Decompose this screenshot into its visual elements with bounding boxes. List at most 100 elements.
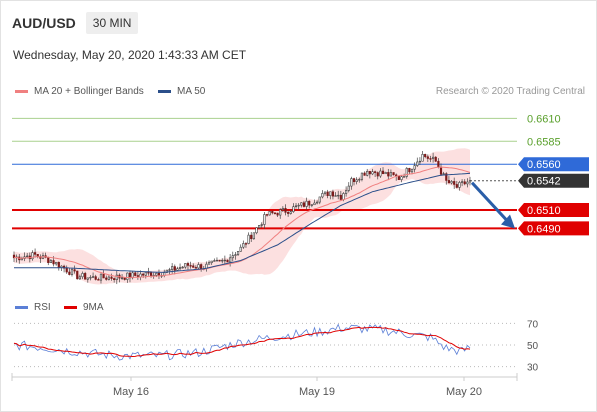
candle-body <box>68 271 71 275</box>
level-tag <box>518 173 589 188</box>
candle-body <box>376 172 379 177</box>
candle-body <box>302 202 306 207</box>
rsi-line <box>13 323 471 361</box>
legend-ma50: MA 50 <box>158 86 205 97</box>
candle-body <box>65 267 68 273</box>
candle-body <box>363 172 366 176</box>
level-label-0.6585: 0.6585 <box>527 136 561 148</box>
candle-body <box>218 259 221 262</box>
ma9-line <box>13 326 471 358</box>
candle-body <box>397 175 400 180</box>
candle-body <box>110 276 113 279</box>
candle-body <box>84 273 87 280</box>
rsi-label: RSI <box>34 302 51 313</box>
credit-text: Research © 2020 Trading Central <box>435 86 585 97</box>
candle-body <box>144 272 147 276</box>
candle-body <box>374 171 377 173</box>
candle-body <box>403 176 406 178</box>
candle-body <box>350 178 353 187</box>
level-value: 0.6560 <box>527 159 561 171</box>
candle-body <box>437 160 440 168</box>
candle-body <box>379 170 382 177</box>
candle-body <box>424 153 427 158</box>
level-label-0.6610: 0.6610 <box>527 113 561 125</box>
bollinger-band <box>14 148 470 285</box>
candle-body <box>250 234 253 240</box>
rsi-panel: 70 50 30 <box>13 319 539 374</box>
candle-body <box>381 170 385 175</box>
candle-body <box>194 267 197 269</box>
candle-body <box>76 270 79 280</box>
level-tag <box>518 203 589 218</box>
x-tick-label: May 20 <box>446 386 482 398</box>
candle-body <box>97 279 100 281</box>
ma9-label: 9MA <box>83 302 104 313</box>
candle-body <box>86 277 89 280</box>
legend-ma20: MA 20 + Bollinger Bands <box>15 86 144 97</box>
level-label-0.6542: 0.6542 <box>518 173 589 188</box>
candle-body <box>176 268 179 271</box>
forecast-arrow <box>470 181 515 229</box>
x-axis: May 16 May 19 May 20 <box>11 373 518 398</box>
candle-body <box>442 173 445 175</box>
candle-body <box>368 171 371 175</box>
candle-body <box>115 274 118 281</box>
candles <box>12 151 472 285</box>
candle-body <box>81 273 84 278</box>
candle-body <box>453 181 456 185</box>
candle-body <box>34 252 37 255</box>
candle-body <box>287 212 290 214</box>
candle-body <box>416 161 419 166</box>
candle-body <box>226 259 229 263</box>
candle-body <box>455 184 458 188</box>
candle-body <box>157 272 161 276</box>
candle-body <box>265 214 269 216</box>
candle-body <box>331 191 335 197</box>
candle-body <box>131 272 134 279</box>
candle-body <box>70 269 74 275</box>
candle-body <box>418 160 422 163</box>
candle-body <box>49 260 52 263</box>
chart-header: AUD/USD 30 MIN <box>12 12 139 34</box>
candle-body <box>421 153 424 162</box>
candle-body <box>310 204 313 206</box>
candle-body <box>337 194 340 197</box>
candle-body <box>400 176 403 180</box>
candle-body <box>123 277 126 280</box>
candle-body <box>297 204 300 207</box>
arrow-head <box>501 214 515 229</box>
candle-body <box>358 179 361 181</box>
rsi-swatch <box>15 306 28 309</box>
rsi-tick-70: 70 <box>527 319 539 330</box>
candle-body <box>284 207 287 213</box>
candle-body <box>147 272 150 274</box>
candle-body <box>458 182 461 188</box>
candle-body <box>355 179 358 182</box>
x-tick-label: May 19 <box>299 386 335 398</box>
candle-body <box>371 171 374 175</box>
candle-body <box>105 277 108 280</box>
candle-body <box>197 264 200 269</box>
candle-body <box>178 267 182 270</box>
ma50-swatch <box>158 90 171 93</box>
candle-body <box>384 172 387 175</box>
candle-body <box>468 180 472 183</box>
candle-body <box>239 246 242 252</box>
candle-body <box>189 265 192 267</box>
candle-body <box>321 193 324 198</box>
candle-body <box>89 276 92 279</box>
timeframe-badge[interactable]: 30 MIN <box>85 12 139 34</box>
level-value: 0.6610 <box>527 113 561 125</box>
candle-body <box>313 202 316 206</box>
candle-body <box>279 209 282 216</box>
candle-body <box>247 234 250 244</box>
candle-body <box>450 181 453 184</box>
candle-body <box>184 263 187 268</box>
candle-body <box>26 255 29 258</box>
level-value: 0.6585 <box>527 136 561 148</box>
candle-body <box>215 259 219 262</box>
candle-body <box>387 172 390 177</box>
candle-body <box>231 255 234 259</box>
candle-body <box>229 257 232 263</box>
candle-body <box>242 243 245 248</box>
